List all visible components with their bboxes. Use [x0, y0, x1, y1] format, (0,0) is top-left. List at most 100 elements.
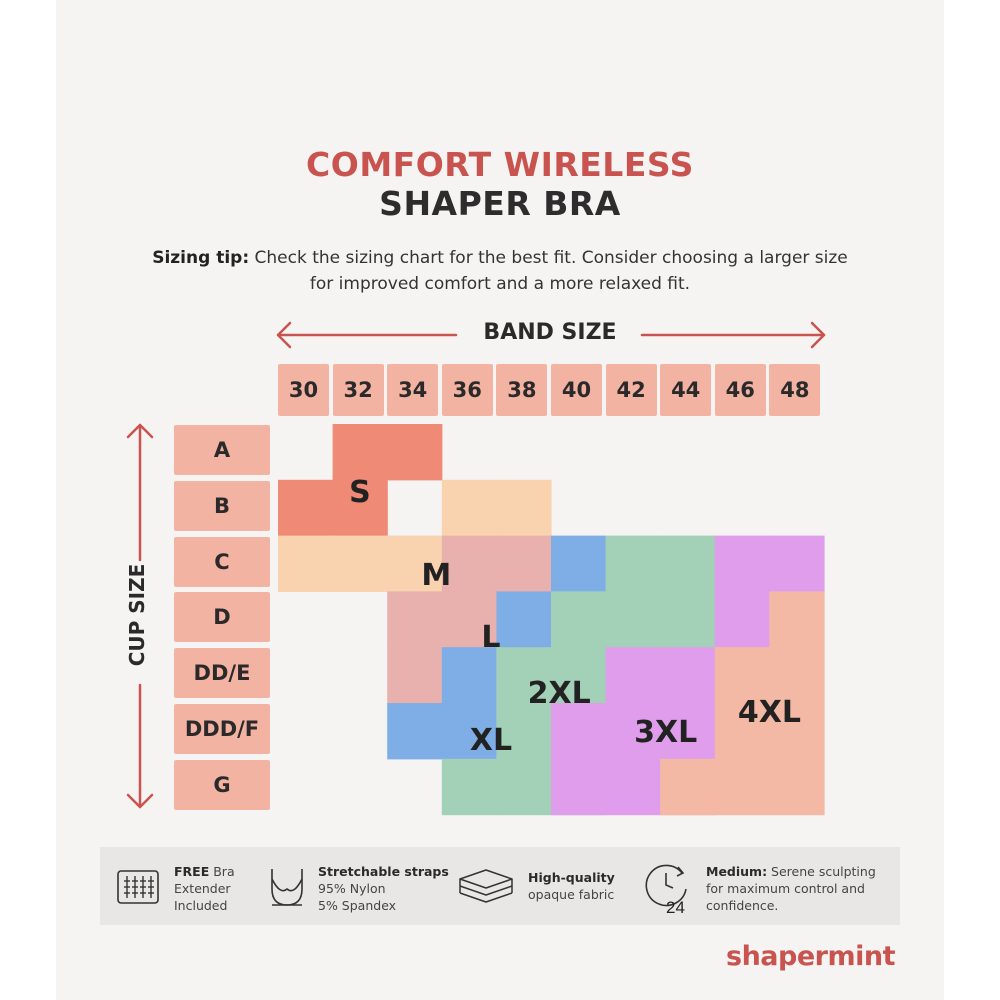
feature-medium: 24 Medium: Serene sculpting for maximum … [640, 847, 900, 925]
bra-extender-icon [117, 870, 159, 904]
cup-size-cell: G [174, 759, 270, 810]
size-region-xl [387, 535, 607, 760]
region-cell-m [387, 535, 443, 592]
size-region-m [278, 479, 552, 592]
region-cell-4xl [769, 703, 825, 760]
region-cell-4xl [714, 758, 770, 816]
title-line-2: SHAPER BRA [379, 184, 621, 223]
cup-size-cell: D [174, 592, 270, 643]
feature-2-bold: Stretchable straps [318, 864, 449, 879]
size-region-l [387, 535, 552, 704]
region-cell-l [387, 647, 443, 704]
band-size-cell: 48 [769, 364, 821, 416]
feature-2-line2: 95% Nylon [318, 881, 386, 896]
region-cell-3xl [769, 535, 825, 592]
region-cell-l [387, 591, 443, 648]
band-size-cell: 30 [278, 364, 329, 416]
feature-fabric: High-quality opaque fabric [456, 847, 636, 925]
region-cell-m [441, 479, 497, 537]
region-cell-2xl [660, 591, 716, 648]
cup-arrow-top-head [126, 423, 154, 439]
region-cell-s [332, 479, 388, 537]
region-cell-3xl [605, 758, 661, 816]
region-cell-l [441, 591, 497, 648]
feature-straps: Stretchable straps 95% Nylon 5% Spandex [266, 847, 466, 925]
region-cell-4xl [714, 647, 770, 704]
sizing-tip: Sizing tip: Check the sizing chart for t… [150, 245, 850, 297]
band-size-cell: 42 [605, 364, 657, 416]
region-label-s: S [349, 474, 371, 510]
band-size-cell: 38 [496, 364, 548, 416]
region-cell-4xl [769, 758, 825, 816]
fabric-layers-icon [459, 869, 513, 903]
region-cell-m [496, 479, 552, 537]
region-label-2xl: 2XL [527, 675, 591, 711]
region-label-l: L [481, 619, 501, 655]
region-cell-4xl [714, 703, 770, 760]
region-cell-3xl [660, 647, 716, 704]
band-size-cell: 46 [714, 364, 766, 416]
region-cell-m [332, 535, 388, 592]
feature-4-line3: confidence. [706, 898, 779, 913]
cup-size-cell: DDD/F [174, 704, 270, 754]
feature-4-bold: Medium: [706, 864, 768, 879]
cup-size-cell: A [174, 425, 270, 475]
region-cell-4xl [769, 647, 825, 704]
region-label-m: M [421, 558, 452, 594]
region-cell-2xl [605, 591, 661, 648]
region-cell-xl [496, 591, 552, 648]
region-cell-2xl [496, 647, 552, 704]
region-cell-2xl [496, 758, 552, 816]
feature-2-line3: 5% Spandex [318, 898, 397, 913]
region-cell-3xl [714, 535, 770, 592]
band-size-cell: 32 [332, 364, 384, 416]
region-cell-3xl [551, 703, 607, 760]
band-size-cell: 40 [551, 364, 602, 416]
cup-size-cell: DD/E [174, 648, 270, 699]
region-cell-l [441, 535, 497, 592]
band-arrow-right-head [810, 321, 826, 349]
feature-1-line2: Extender [174, 881, 231, 896]
sizing-tip-label: Sizing tip: [152, 248, 250, 268]
size-region-4xl [660, 591, 825, 816]
region-cell-xl [551, 535, 607, 592]
region-cell-m [278, 535, 334, 592]
region-cell-3xl [551, 758, 607, 816]
region-cell-2xl [496, 703, 552, 760]
region-cell-3xl [714, 591, 770, 648]
region-cell-s [278, 479, 334, 537]
cup-arrow-bottom-head [126, 793, 154, 809]
title-line-1: COMFORT WIRELESS [306, 145, 694, 184]
region-cell-4xl [660, 758, 716, 816]
region-cell-2xl [660, 535, 716, 592]
region-cell-2xl [441, 758, 497, 816]
region-cell-3xl [660, 703, 716, 760]
sizing-tip-line1: Check the sizing chart for the best fit.… [249, 248, 848, 268]
region-cell-xl [441, 647, 497, 704]
clock-number: 24 [666, 898, 685, 915]
feature-extender: FREE Bra Extender Included [114, 847, 264, 925]
cup-size-cell: C [174, 536, 270, 587]
region-cell-xl [387, 703, 443, 760]
band-size-cell: 36 [441, 364, 493, 416]
region-cell-4xl [769, 591, 825, 648]
feature-3-bold: High-quality [528, 870, 615, 885]
region-cell-2xl [551, 647, 607, 704]
region-cell-3xl [605, 703, 661, 760]
24-hour-clock-icon: 24 [645, 864, 687, 915]
region-label-xl: XL [469, 723, 513, 759]
cup-size-cell: B [174, 480, 270, 531]
feature-4-line2: for maximum control and [706, 881, 865, 896]
feature-1-bold: FREE [174, 864, 210, 879]
feature-4-rest: Serene sculpting [767, 864, 876, 879]
region-cell-s [387, 424, 443, 481]
region-cell-2xl [551, 591, 607, 648]
feature-1-rest: Bra [209, 864, 235, 879]
region-label-3xl: 3XL [634, 714, 698, 750]
region-cell-xl [441, 703, 497, 760]
feature-1-line3: Included [174, 898, 228, 913]
region-cell-2xl [605, 535, 661, 592]
region-cell-s [332, 424, 388, 481]
brand-logo: shapermint [726, 941, 895, 972]
